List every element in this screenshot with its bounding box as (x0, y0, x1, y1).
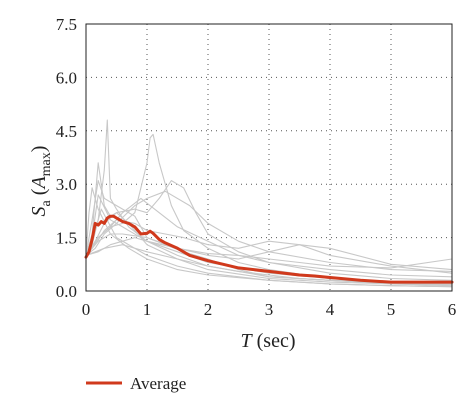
y-tick-label: 4.5 (56, 122, 77, 141)
y-tick-label: 7.5 (56, 15, 77, 34)
x-tick-label: 4 (326, 300, 335, 319)
y-axis-label: Sa (Amax) (28, 146, 54, 217)
y-tick-label: 1.5 (56, 229, 77, 248)
x-tick-labels: 0 1 2 3 4 5 6 (82, 300, 457, 319)
x-tick-label: 1 (143, 300, 152, 319)
record-line-4 (85, 180, 453, 281)
average-layer (84, 214, 454, 284)
x-tick-label: 5 (387, 300, 396, 319)
x-axis-label: T (sec) (241, 330, 296, 352)
y-tick-label: 6.0 (56, 68, 77, 87)
y-tick-label: 3.0 (56, 175, 77, 194)
record-line-12 (85, 197, 453, 278)
x-axis-unit: (sec) (257, 330, 296, 352)
x-tick-label: 6 (448, 300, 457, 319)
y-tick-label: 0.0 (56, 282, 77, 301)
y-axis-close-paren: ) (28, 146, 50, 153)
grid-lines (86, 24, 452, 291)
x-axis-var: T (241, 330, 254, 352)
record-line-6 (85, 219, 453, 274)
average-line (84, 214, 454, 284)
x-tick-label: 2 (204, 300, 213, 319)
x-tick-label: 0 (82, 300, 91, 319)
y-axis-inner-sub: max (39, 152, 54, 176)
record-line-14 (85, 244, 453, 285)
y-tick-labels: 0.0 1.5 3.0 4.5 6.0 7.5 (56, 15, 77, 301)
legend: Average (86, 374, 186, 393)
record-line-11 (85, 187, 453, 288)
record-line-13 (85, 190, 453, 272)
y-axis-inner-var: A (28, 176, 50, 191)
y-axis-sub: a (39, 199, 54, 206)
x-tick-label: 3 (265, 300, 274, 319)
plot-frame (85, 23, 453, 292)
legend-label-average: Average (130, 374, 186, 393)
record-line-7 (85, 194, 453, 269)
y-axis-var: S (28, 206, 50, 216)
record-spectra (85, 119, 453, 288)
y-axis-open-paren: ( (28, 188, 50, 200)
